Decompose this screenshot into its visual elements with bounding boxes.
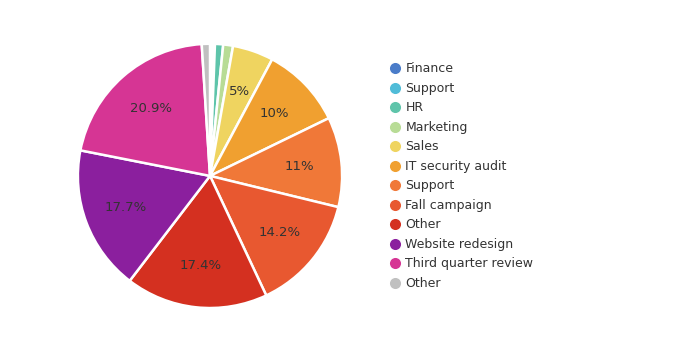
Text: 17.4%: 17.4% (179, 259, 221, 272)
Wedge shape (210, 44, 213, 176)
Text: 20.9%: 20.9% (130, 102, 172, 115)
Wedge shape (210, 46, 272, 176)
Text: 14.2%: 14.2% (258, 226, 300, 239)
Wedge shape (210, 45, 233, 176)
Text: 5%: 5% (229, 84, 250, 98)
Wedge shape (210, 176, 338, 295)
Text: 11%: 11% (284, 160, 314, 173)
Wedge shape (80, 44, 210, 176)
Legend: Finance, Support, HR, Marketing, Sales, IT security audit, Support, Fall campaig: Finance, Support, HR, Marketing, Sales, … (388, 59, 537, 293)
Wedge shape (130, 176, 266, 308)
Text: 17.7%: 17.7% (105, 201, 147, 214)
Wedge shape (210, 59, 329, 176)
Wedge shape (210, 44, 223, 176)
Wedge shape (210, 44, 215, 176)
Wedge shape (78, 150, 210, 281)
Wedge shape (202, 44, 210, 176)
Wedge shape (210, 118, 342, 207)
Text: 10%: 10% (260, 107, 290, 120)
